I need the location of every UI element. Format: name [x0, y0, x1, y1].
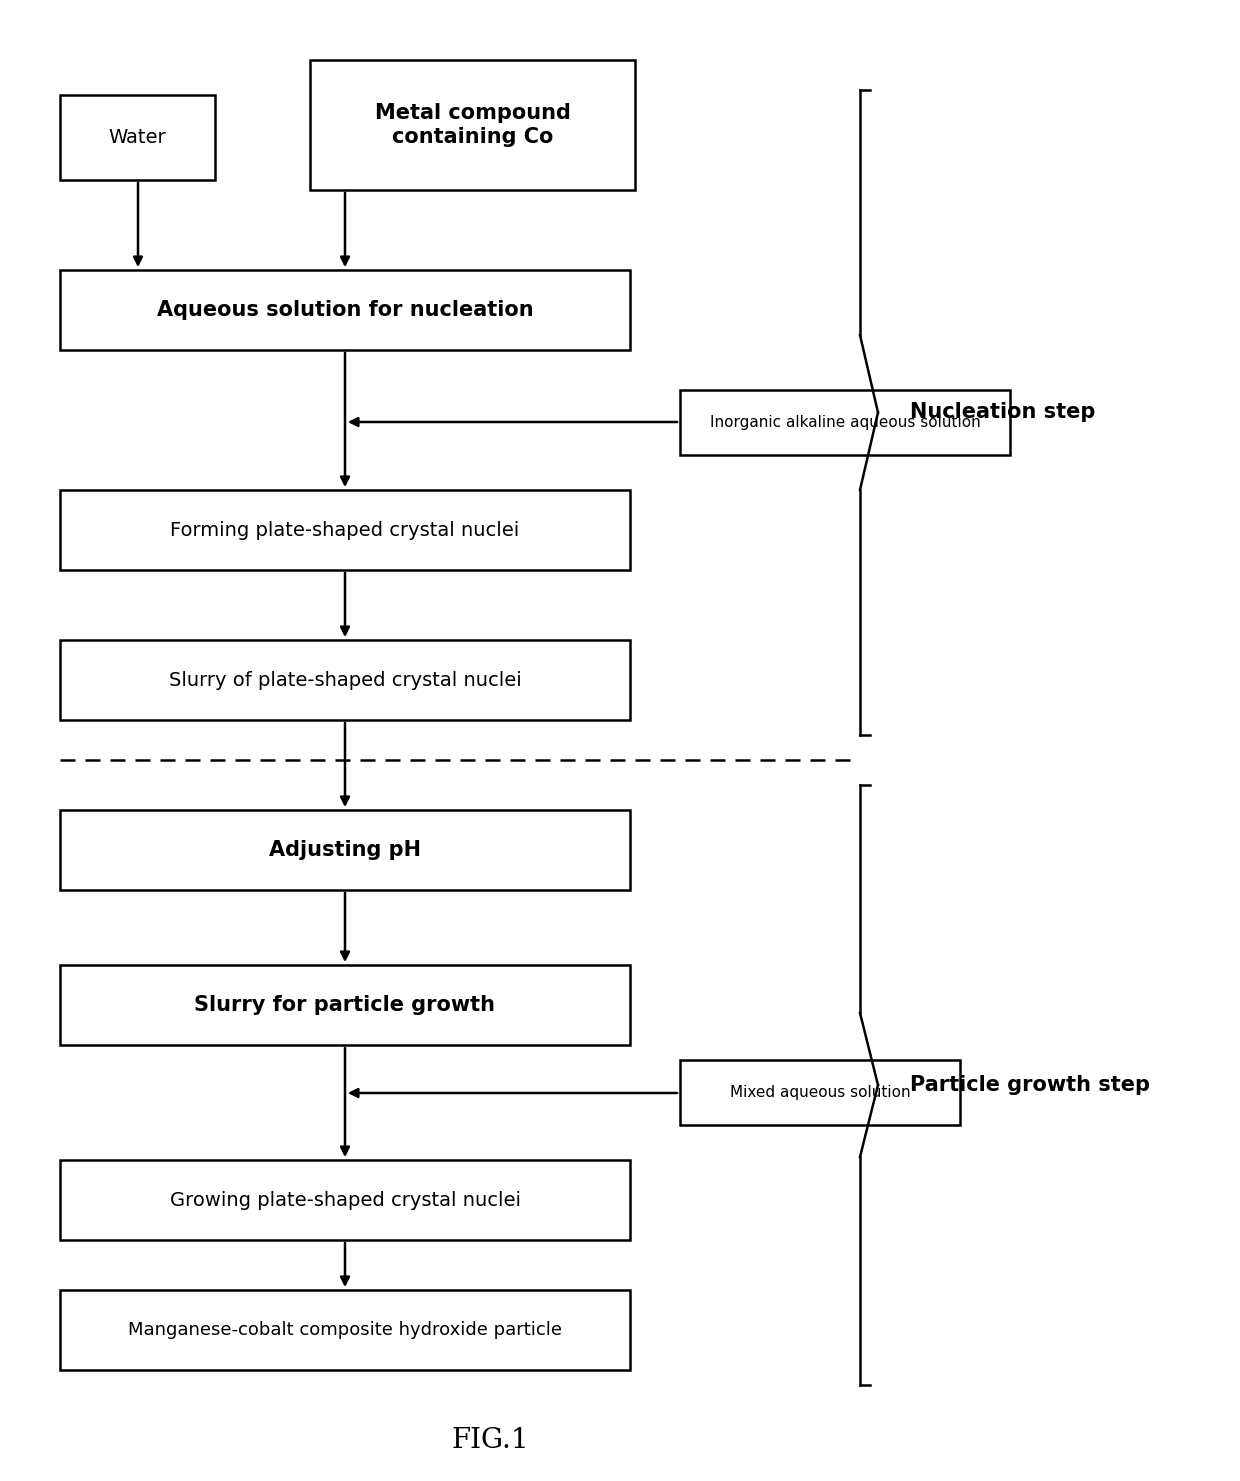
- Text: Forming plate-shaped crystal nuclei: Forming plate-shaped crystal nuclei: [170, 520, 520, 539]
- Bar: [60, 966, 630, 1046]
- Bar: [60, 1160, 630, 1240]
- Text: Metal compound
containing Co: Metal compound containing Co: [374, 104, 570, 147]
- Text: Water: Water: [109, 127, 166, 147]
- Text: Growing plate-shaped crystal nuclei: Growing plate-shaped crystal nuclei: [170, 1191, 521, 1210]
- Bar: [60, 95, 215, 181]
- Text: Slurry of plate-shaped crystal nuclei: Slurry of plate-shaped crystal nuclei: [169, 671, 521, 690]
- Bar: [60, 270, 630, 350]
- Text: Manganese-cobalt composite hydroxide particle: Manganese-cobalt composite hydroxide par…: [128, 1321, 562, 1339]
- Text: Mixed aqueous solution: Mixed aqueous solution: [729, 1086, 910, 1100]
- Text: Nucleation step: Nucleation step: [910, 401, 1095, 422]
- Bar: [60, 640, 630, 720]
- Text: Inorganic alkaline aqueous solution: Inorganic alkaline aqueous solution: [709, 415, 981, 429]
- Bar: [60, 810, 630, 890]
- Text: FIG.1: FIG.1: [451, 1426, 528, 1453]
- Text: Slurry for particle growth: Slurry for particle growth: [195, 995, 496, 1014]
- Bar: [680, 1060, 960, 1126]
- Bar: [680, 390, 1011, 455]
- Text: Adjusting pH: Adjusting pH: [269, 840, 422, 860]
- Bar: [60, 1290, 630, 1370]
- Text: Aqueous solution for nucleation: Aqueous solution for nucleation: [156, 301, 533, 320]
- Text: Particle growth step: Particle growth step: [910, 1075, 1149, 1094]
- Bar: [60, 490, 630, 570]
- Bar: [310, 61, 635, 190]
